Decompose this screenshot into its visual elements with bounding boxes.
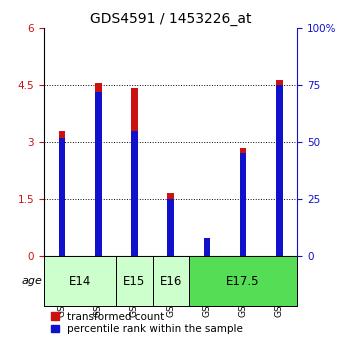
Bar — [189, 256, 297, 307]
Bar — [59, 138, 65, 256]
Bar — [59, 131, 65, 256]
Text: age: age — [21, 276, 42, 286]
Bar — [116, 256, 152, 307]
Title: GDS4591 / 1453226_at: GDS4591 / 1453226_at — [90, 12, 251, 26]
Legend: transformed count, percentile rank within the sample: transformed count, percentile rank withi… — [49, 310, 245, 336]
Bar — [203, 238, 210, 256]
Bar — [203, 251, 210, 256]
Text: E15: E15 — [123, 275, 146, 288]
Bar — [167, 193, 174, 256]
Bar — [276, 85, 283, 256]
Bar — [131, 131, 138, 256]
Bar — [240, 154, 246, 256]
Text: E14: E14 — [69, 275, 91, 288]
Bar — [167, 199, 174, 256]
Bar — [240, 148, 246, 256]
Bar — [152, 256, 189, 307]
Bar — [95, 82, 101, 256]
Bar — [131, 88, 138, 256]
Bar — [44, 256, 116, 307]
Text: E17.5: E17.5 — [226, 275, 260, 288]
Text: E16: E16 — [160, 275, 182, 288]
Bar — [95, 92, 101, 256]
Bar — [276, 80, 283, 256]
